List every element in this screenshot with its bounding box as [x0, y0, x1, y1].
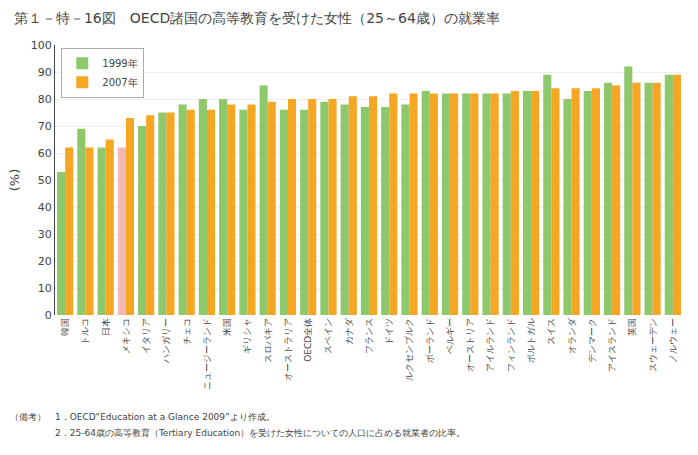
svg-text:70: 70	[38, 120, 52, 133]
svg-text:フランス: フランス	[364, 318, 374, 354]
svg-text:トルコ: トルコ	[80, 318, 90, 345]
svg-text:40: 40	[38, 201, 52, 214]
svg-text:20: 20	[38, 255, 52, 268]
svg-text:スイス: スイス	[546, 318, 556, 345]
svg-text:アイルランド: アイルランド	[485, 318, 495, 372]
svg-text:10: 10	[38, 282, 52, 295]
svg-text:ポーランド: ポーランド	[425, 318, 435, 363]
svg-text:第１－特－16図 OECD諸国の高等教育を受けた女性（25～: 第１－特－16図 OECD諸国の高等教育を受けた女性（25～64歳）の就業率	[14, 10, 500, 26]
svg-text:（備考） 1．OECD“Education at a Gla: （備考） 1．OECD“Education at a Glance 2009”よ…	[10, 412, 275, 422]
svg-text:韓国: 韓国	[60, 318, 70, 336]
svg-text:2007年: 2007年	[102, 77, 137, 88]
svg-text:オーストリア: オーストリア	[465, 318, 475, 372]
svg-text:OECD全体: OECD全体	[303, 318, 313, 362]
svg-text:90: 90	[38, 66, 52, 79]
svg-text:日本: 日本	[101, 318, 111, 336]
svg-text:カナダ: カナダ	[344, 317, 354, 345]
svg-text:フィンランド: フィンランド	[506, 318, 516, 372]
svg-text:ギリシャ: ギリシャ	[242, 318, 252, 354]
svg-text:オランダ: オランダ	[567, 317, 577, 354]
svg-text:ドイツ: ドイツ	[384, 318, 394, 345]
svg-text:(%): (%)	[7, 169, 22, 192]
svg-text:ノルウェー: ノルウェー	[668, 318, 678, 363]
svg-text:30: 30	[38, 228, 52, 241]
svg-text:米国: 米国	[222, 318, 232, 336]
svg-text:スペイン: スペイン	[323, 318, 333, 354]
svg-text:100: 100	[31, 39, 52, 52]
svg-text:アイスランド: アイスランド	[607, 318, 617, 372]
svg-text:ハンガリー: ハンガリー	[161, 318, 171, 364]
svg-text:2．25-64歳の高等教育（Tertiary Educati: 2．25-64歳の高等教育（Tertiary Education）を受けた女性に…	[10, 428, 465, 438]
svg-text:80: 80	[38, 93, 52, 106]
svg-text:オーストラリア: オーストラリア	[283, 318, 293, 381]
svg-text:英国: 英国	[627, 318, 637, 336]
svg-text:チェコ: チェコ	[182, 318, 192, 345]
svg-text:イタリア: イタリア	[141, 318, 151, 354]
svg-text:0: 0	[45, 309, 52, 322]
svg-text:1999年: 1999年	[102, 58, 137, 69]
svg-text:スロバキア: スロバキア	[263, 318, 273, 363]
svg-text:ニュージーランド: ニュージーランド	[202, 318, 212, 390]
svg-text:ルクセンブルク: ルクセンブルク	[404, 318, 414, 381]
svg-text:スウェーデン: スウェーデン	[648, 318, 658, 372]
svg-text:メキシコ: メキシコ	[121, 318, 131, 354]
svg-text:デンマーク: デンマーク	[587, 318, 597, 363]
svg-text:ベルギー: ベルギー	[445, 318, 455, 354]
svg-text:50: 50	[38, 174, 52, 187]
svg-text:60: 60	[38, 147, 52, 160]
svg-text:ポルトガル: ポルトガル	[526, 318, 536, 363]
